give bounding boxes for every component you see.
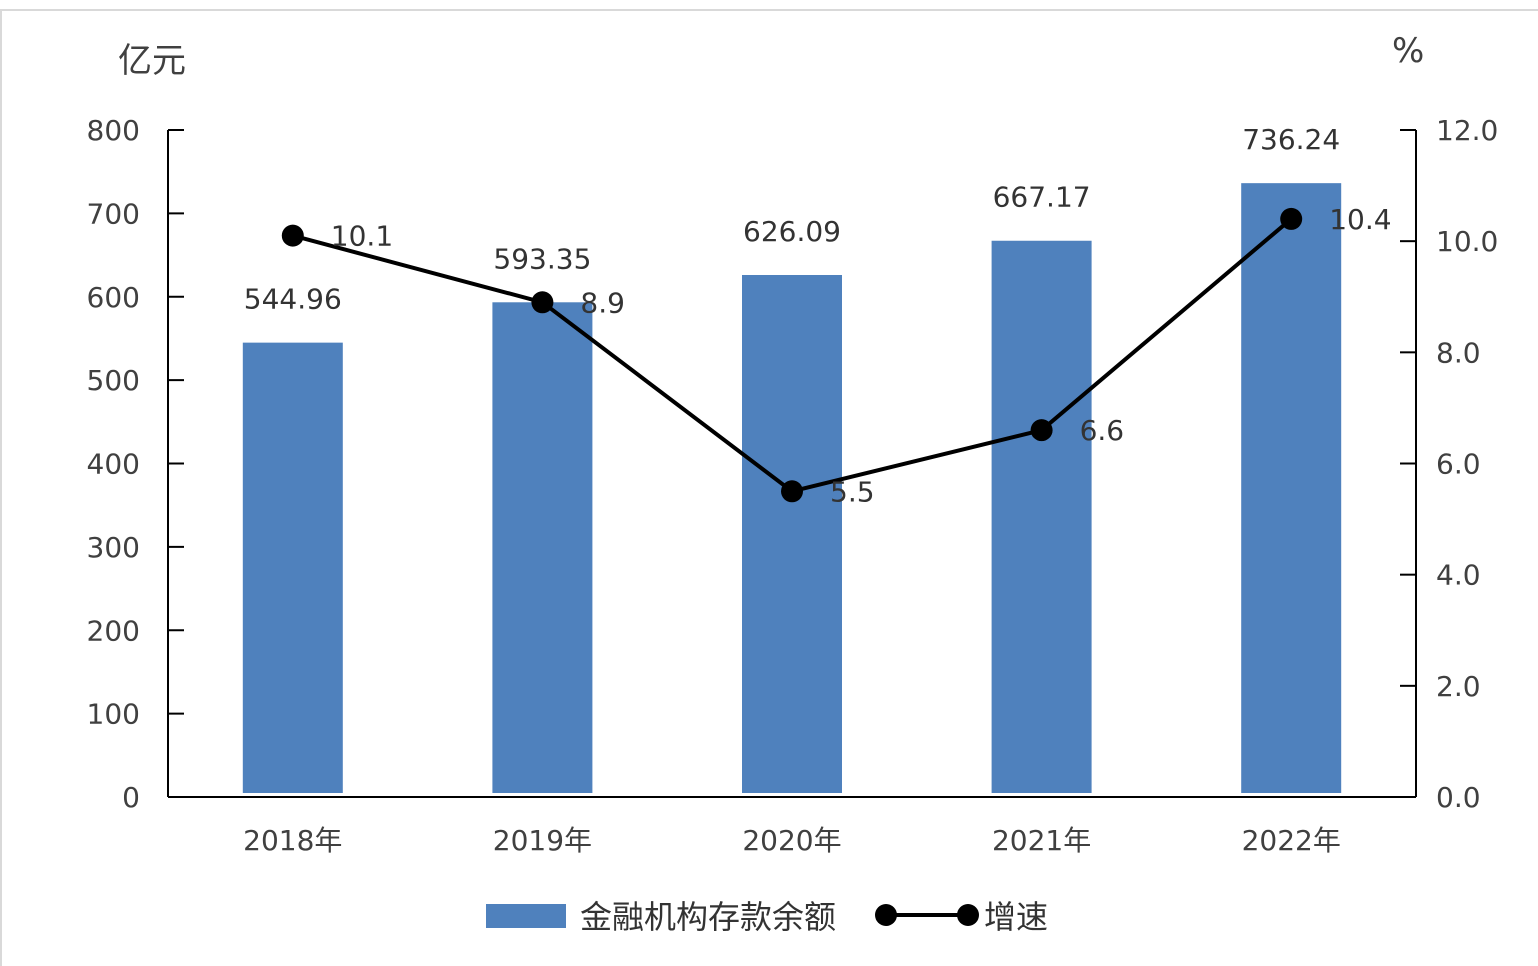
line-value-label: 10.1 [331, 220, 393, 253]
bar-value-label: 593.35 [493, 242, 591, 275]
legend-line-label: 增速 [984, 898, 1048, 936]
left-tick-label: 200 [87, 614, 140, 647]
line-point [1030, 419, 1053, 442]
x-tick-label: 2018年 [243, 824, 342, 857]
line-point [531, 291, 554, 314]
bar-value-label: 667.17 [993, 181, 1091, 214]
bar [1241, 183, 1342, 793]
left-tick-label: 100 [87, 698, 140, 731]
left-tick-label: 600 [87, 281, 140, 314]
line-value-label: 8.9 [580, 286, 625, 319]
x-tick-label: 2019年 [493, 824, 592, 857]
bar-series [242, 183, 1342, 794]
legend-bar-swatch [486, 904, 566, 928]
bar [492, 302, 593, 793]
right-tick-label: 6.0 [1436, 448, 1481, 481]
bar-value-label: 626.09 [743, 215, 841, 248]
legend: 金融机构存款余额 增速 [486, 898, 1048, 936]
line-value-label: 6.6 [1080, 414, 1125, 447]
bar-value-label: 736.24 [1242, 123, 1340, 156]
left-tick-label: 0 [122, 781, 140, 814]
left-tick-label: 500 [87, 364, 140, 397]
right-tick-label: 0.0 [1436, 781, 1481, 814]
bar [742, 274, 842, 794]
legend-line-marker [875, 904, 897, 926]
left-tick-label: 300 [87, 531, 140, 564]
right-tick-label: 2.0 [1436, 670, 1481, 703]
bar-value-label: 544.96 [244, 283, 342, 316]
left-tick-label: 800 [87, 114, 140, 147]
line-point [281, 224, 304, 247]
line-point [781, 480, 803, 503]
right-tick-label: 8.0 [1436, 336, 1481, 369]
right-tick-label: 10.0 [1436, 225, 1498, 258]
line-value-labels: 10.1 8.9 5.5 6.6 10.4 [331, 203, 1392, 508]
right-axis-unit: % [1392, 31, 1424, 71]
line-value-label: 10.4 [1329, 203, 1391, 236]
bar-value-labels: 544.96 593.35 626.09 667.17 736.24 [244, 123, 1340, 315]
legend-bar-label: 金融机构存款余额 [580, 898, 836, 936]
left-tick-label: 400 [87, 448, 140, 481]
right-tick-label: 4.0 [1436, 559, 1481, 592]
line-point [1280, 207, 1303, 230]
left-tick-label: 700 [87, 197, 140, 230]
legend-line-marker [957, 904, 979, 926]
left-axis-unit: 亿元 [118, 41, 186, 81]
line-value-label: 5.5 [830, 475, 875, 508]
bar [991, 240, 1092, 793]
axes: 0 100 200 300 400 500 600 700 800 0.0 2.0 4.0 6.0 8.0… [87, 114, 1499, 857]
x-tick-label: 2020年 [742, 824, 841, 857]
x-tick-label: 2022年 [1242, 824, 1341, 857]
bar [242, 342, 343, 793]
x-tick-label: 2021年 [992, 824, 1091, 857]
right-tick-label: 12.0 [1436, 114, 1498, 147]
line-series [281, 207, 1303, 503]
